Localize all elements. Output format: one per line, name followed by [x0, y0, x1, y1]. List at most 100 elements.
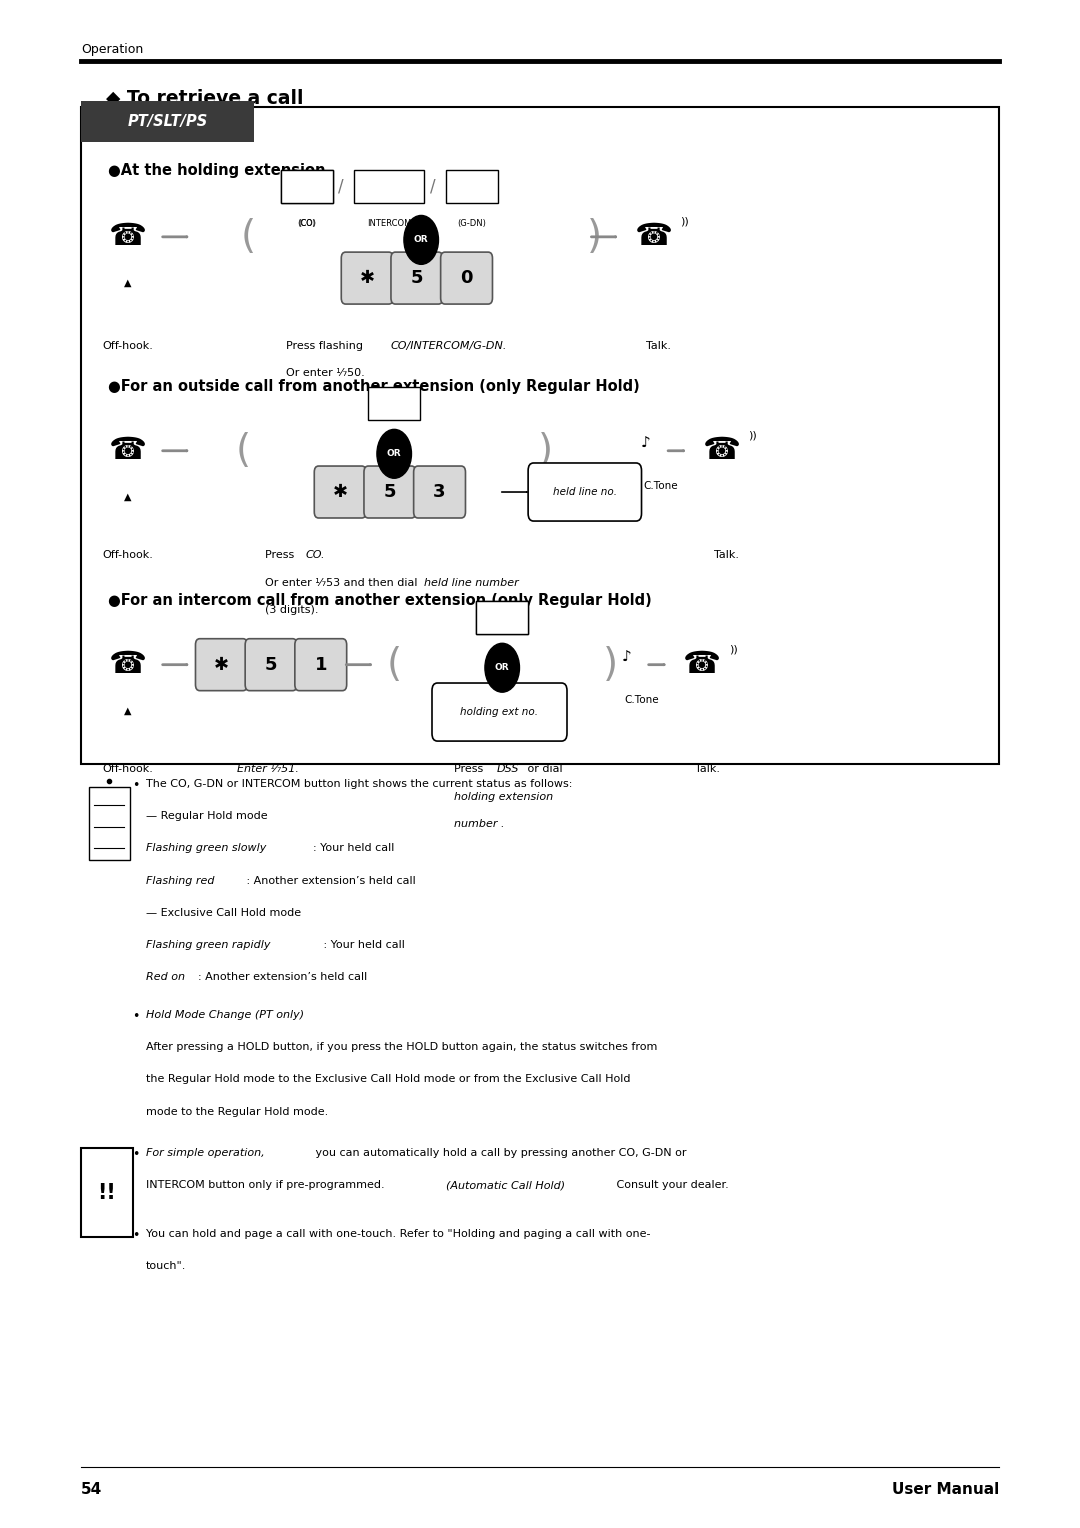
- FancyBboxPatch shape: [368, 387, 420, 420]
- Text: !!: !!: [97, 1183, 117, 1203]
- FancyBboxPatch shape: [414, 466, 465, 518]
- Text: DSS: DSS: [497, 764, 519, 775]
- Text: INTERCOM button only if pre-programmed.: INTERCOM button only if pre-programmed.: [146, 1181, 388, 1190]
- Text: ✱: ✱: [333, 483, 348, 501]
- Text: ): ): [586, 219, 602, 255]
- Text: User Manual: User Manual: [892, 1482, 999, 1497]
- Text: For simple operation,: For simple operation,: [146, 1149, 265, 1158]
- Text: ♪: ♪: [640, 435, 651, 451]
- Text: Or enter ⅐50.: Or enter ⅐50.: [286, 368, 365, 379]
- Text: Press: Press: [265, 550, 297, 561]
- Text: You can hold and page a call with one-touch. Refer to "Holding and paging a call: You can hold and page a call with one-to…: [146, 1229, 650, 1239]
- Text: 54: 54: [81, 1482, 103, 1497]
- Text: holding extension: holding extension: [454, 792, 553, 802]
- FancyBboxPatch shape: [89, 787, 130, 860]
- Text: )): )): [680, 217, 689, 226]
- Text: Consult your dealer.: Consult your dealer.: [606, 1181, 729, 1190]
- Text: mode to the Regular Hold mode.: mode to the Regular Hold mode.: [146, 1106, 328, 1117]
- Text: 5: 5: [383, 483, 396, 501]
- Text: Operation: Operation: [81, 43, 144, 57]
- Text: ): ): [603, 646, 618, 683]
- FancyBboxPatch shape: [528, 463, 642, 521]
- Text: ▲: ▲: [124, 706, 131, 715]
- Text: 0: 0: [460, 269, 473, 287]
- Text: /: /: [430, 177, 436, 196]
- Text: PT/SLT/PS: PT/SLT/PS: [127, 115, 207, 128]
- Text: (Automatic Call Hold): (Automatic Call Hold): [446, 1181, 565, 1190]
- Text: ✱: ✱: [214, 656, 229, 674]
- Text: held line number: held line number: [424, 578, 519, 588]
- Text: Enter ⅐51.: Enter ⅐51.: [237, 764, 299, 775]
- Text: ●At the holding extension: ●At the holding extension: [108, 163, 325, 179]
- Text: ☎: ☎: [702, 437, 741, 465]
- Text: ▲: ▲: [124, 492, 131, 501]
- FancyBboxPatch shape: [476, 601, 528, 634]
- Text: Off-hook.: Off-hook.: [102, 764, 153, 775]
- Text: Flashing green rapidly: Flashing green rapidly: [146, 940, 270, 950]
- FancyBboxPatch shape: [341, 252, 393, 304]
- FancyBboxPatch shape: [81, 1149, 133, 1238]
- Text: ☎: ☎: [108, 651, 147, 678]
- Text: Or enter ⅐53 and then dial: Or enter ⅐53 and then dial: [265, 578, 420, 588]
- FancyBboxPatch shape: [195, 639, 247, 691]
- Text: C.Tone: C.Tone: [644, 481, 678, 492]
- Text: Talk.: Talk.: [694, 764, 720, 775]
- Text: : Another extension’s held call: : Another extension’s held call: [243, 876, 416, 886]
- Text: (G-DN): (G-DN): [458, 219, 486, 228]
- Text: )): )): [729, 645, 738, 654]
- Text: Talk.: Talk.: [714, 550, 740, 561]
- FancyBboxPatch shape: [314, 466, 366, 518]
- FancyBboxPatch shape: [354, 170, 424, 203]
- Text: ●For an outside call from another extension (only Regular Hold): ●For an outside call from another extens…: [108, 379, 639, 394]
- Text: Flashing red: Flashing red: [146, 876, 214, 886]
- Text: 1: 1: [314, 656, 327, 674]
- Text: ☎: ☎: [683, 651, 721, 678]
- Text: ☎: ☎: [634, 223, 673, 251]
- Text: ✱: ✱: [360, 269, 375, 287]
- Text: (CO): (CO): [384, 435, 404, 445]
- Text: C.Tone: C.Tone: [624, 695, 659, 706]
- Text: : Your held call: : Your held call: [306, 843, 394, 854]
- FancyBboxPatch shape: [81, 101, 254, 142]
- Circle shape: [485, 643, 519, 692]
- FancyBboxPatch shape: [441, 252, 492, 304]
- FancyBboxPatch shape: [245, 639, 297, 691]
- Text: Flashing green slowly: Flashing green slowly: [146, 843, 266, 854]
- Text: ♪: ♪: [621, 649, 632, 665]
- Text: CO/INTERCOM/G-DN.: CO/INTERCOM/G-DN.: [391, 341, 508, 351]
- Text: Press: Press: [454, 764, 486, 775]
- FancyBboxPatch shape: [281, 170, 333, 203]
- Text: ): ): [538, 432, 553, 469]
- Text: 5: 5: [410, 269, 423, 287]
- Text: touch".: touch".: [146, 1261, 186, 1271]
- Text: INTERCOM: INTERCOM: [367, 219, 411, 228]
- Text: 5: 5: [265, 656, 278, 674]
- Text: (: (: [387, 646, 402, 683]
- Text: )): )): [748, 431, 757, 440]
- FancyBboxPatch shape: [364, 466, 416, 518]
- Circle shape: [404, 215, 438, 264]
- Text: OR: OR: [387, 449, 402, 458]
- FancyBboxPatch shape: [281, 170, 333, 203]
- Text: (: (: [235, 432, 251, 469]
- Text: The CO, G-DN or INTERCOM button light shows the current status as follows:: The CO, G-DN or INTERCOM button light sh…: [146, 779, 572, 790]
- Text: holding ext no.: holding ext no.: [460, 707, 539, 717]
- Text: ☎: ☎: [108, 437, 147, 465]
- Circle shape: [377, 429, 411, 478]
- Text: CO.: CO.: [306, 550, 325, 561]
- Text: : Another extension’s held call: : Another extension’s held call: [198, 972, 367, 983]
- Text: — Exclusive Call Hold mode: — Exclusive Call Hold mode: [146, 908, 301, 918]
- Text: (DSS): (DSS): [490, 649, 514, 659]
- Text: (: (: [241, 219, 256, 255]
- FancyBboxPatch shape: [476, 601, 528, 634]
- Text: the Regular Hold mode to the Exclusive Call Hold mode or from the Exclusive Call: the Regular Hold mode to the Exclusive C…: [146, 1074, 631, 1085]
- Text: 3: 3: [433, 483, 446, 501]
- Text: — Regular Hold mode: — Regular Hold mode: [146, 811, 268, 822]
- Text: you can automatically hold a call by pressing another CO, G-DN or: you can automatically hold a call by pre…: [305, 1149, 686, 1158]
- Text: ☎: ☎: [108, 223, 147, 251]
- Text: After pressing a HOLD button, if you press the HOLD button again, the status swi: After pressing a HOLD button, if you pre…: [146, 1042, 657, 1053]
- FancyBboxPatch shape: [446, 170, 498, 203]
- Text: ●For an intercom call from another extension (only Regular Hold): ●For an intercom call from another exten…: [108, 593, 651, 608]
- Text: •: •: [132, 1010, 139, 1024]
- Text: •: •: [132, 1229, 139, 1242]
